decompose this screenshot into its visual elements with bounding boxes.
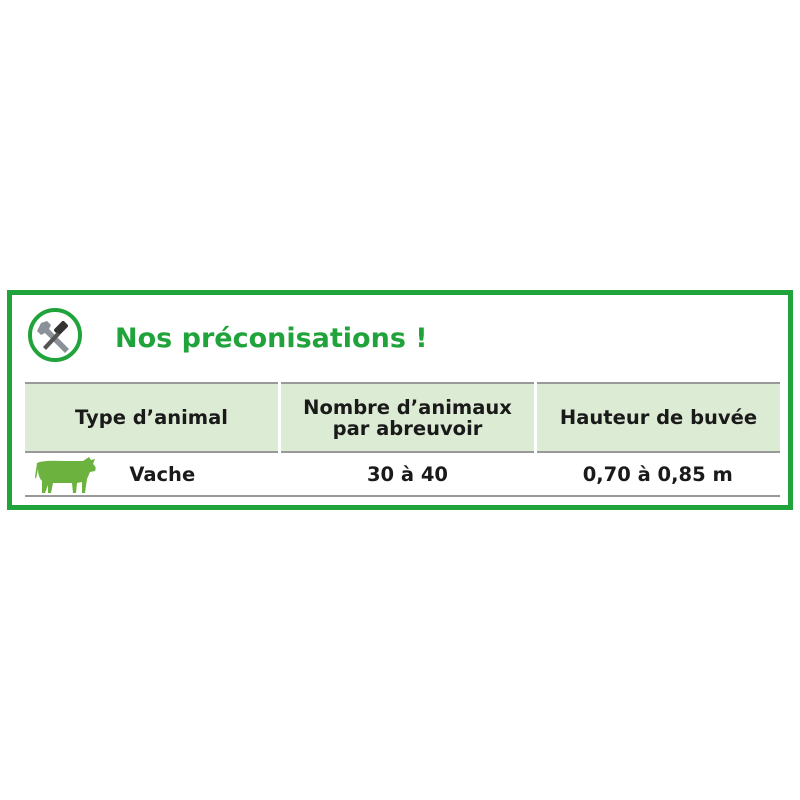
page-title: Nos préconisations ! — [115, 323, 428, 354]
tools-icon — [28, 308, 82, 362]
cell-animal: Vache — [25, 452, 280, 497]
table-header-row: Type d’animal Nombre d’animaux par abreuv… — [25, 382, 780, 453]
header-animal-type: Type d’animal — [25, 382, 280, 453]
animal-name: Vache — [129, 462, 196, 486]
cow-icon — [35, 457, 96, 493]
cell-height: 0,70 à 0,85 m — [535, 452, 780, 497]
header-text: Type d’animal — [75, 406, 228, 429]
recommendations-panel: Nos préconisations ! Type d’animal Nombr… — [7, 290, 793, 510]
header-text: Hauteur de buvée — [559, 406, 758, 429]
cell-count: 30 à 40 — [279, 452, 536, 497]
header-animal-count: Nombre d’animaux par abreuvoir — [278, 382, 536, 453]
header-text: par abreuvoir — [332, 416, 483, 440]
header-drinking-height: Hauteur de buvée — [534, 382, 780, 453]
header-text: Nombre d’animaux — [303, 395, 512, 419]
recommendations-table: Type d’animal Nombre d’animaux par abreuv… — [25, 382, 780, 497]
table-row: Vache 30 à 40 0,70 à 0,85 m — [25, 452, 780, 497]
